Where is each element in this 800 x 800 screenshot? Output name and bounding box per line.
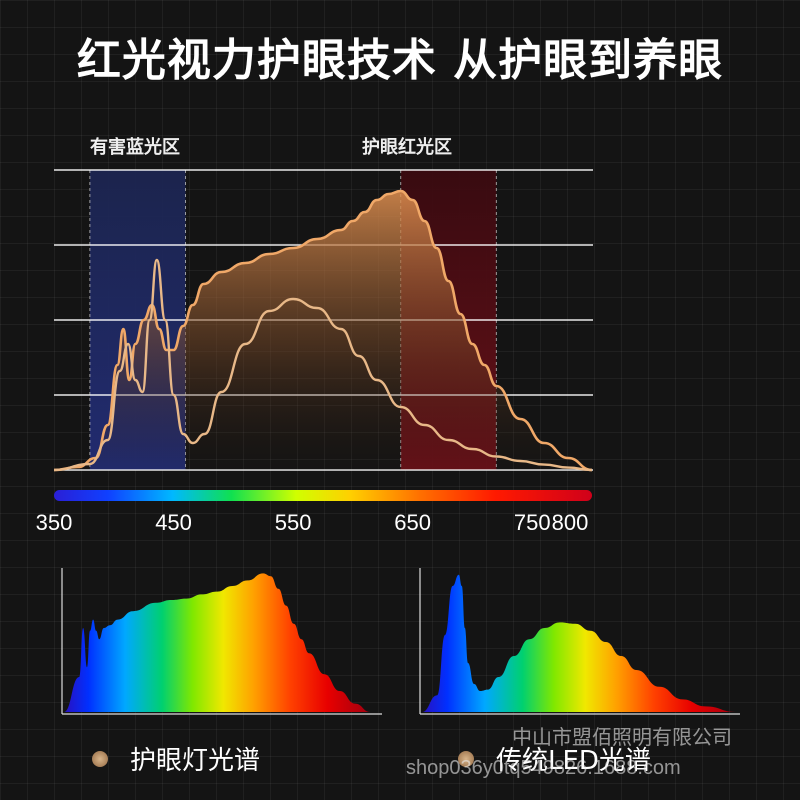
- page-title: 红光视力护眼技术 从护眼到养眼: [76, 35, 724, 86]
- legend-dot-icon: [458, 750, 474, 767]
- watermark-company: 中山市盟佰照明有限公司: [512, 727, 732, 749]
- wavelength-color-bar: [54, 490, 592, 501]
- legend-eye-care: 护眼灯光谱: [92, 740, 260, 777]
- red-zone-label: 护眼红光区: [362, 137, 452, 158]
- legend-dot-icon: [92, 750, 108, 767]
- blue-zone-label: 有害蓝光区: [90, 137, 180, 158]
- x-tick-label: 550: [274, 510, 312, 535]
- eye-care-series-line: [53, 189, 593, 472]
- legend-traditional-label: 传统LED光谱: [496, 746, 651, 776]
- traditional-thumb-area: [422, 574, 736, 712]
- eye-care-spectrum-thumb: [61, 568, 382, 715]
- traditional-series-line: [53, 258, 593, 472]
- x-tick-label: 450: [155, 510, 192, 535]
- x-tick-label: 350: [35, 510, 73, 535]
- eye-care-thumb-area: [64, 573, 371, 712]
- watermark-shop: shop036y0tq549826.1688.com: [406, 757, 681, 779]
- legend-traditional: 传统LED光谱: [458, 740, 651, 777]
- x-tick-label: 750: [513, 510, 551, 535]
- eye-care-series-area: [54, 191, 592, 470]
- x-tick-label: 800: [551, 510, 589, 535]
- legend-eye-care-label: 护眼灯光谱: [130, 746, 261, 776]
- x-tick-label: 650: [394, 510, 432, 535]
- traditional-spectrum-thumb: [419, 568, 740, 715]
